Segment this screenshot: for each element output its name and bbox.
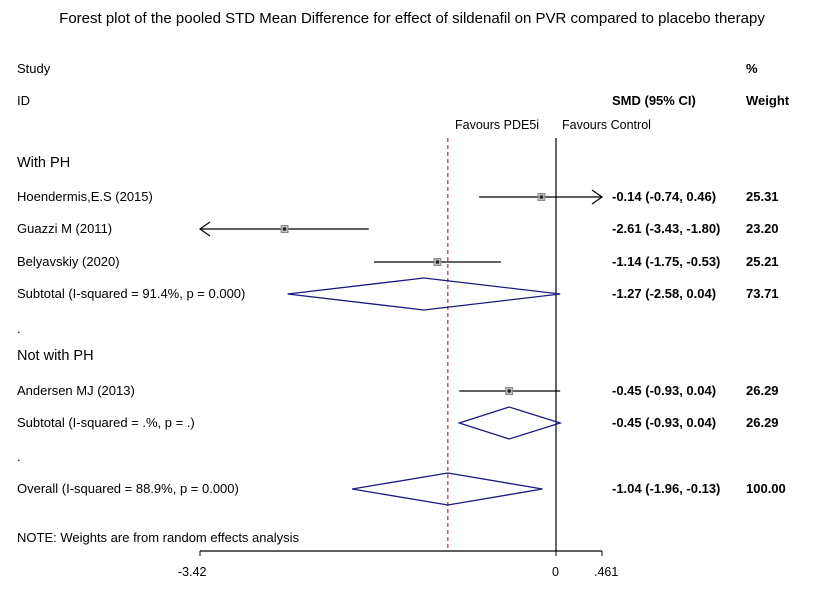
weights-note: NOTE: Weights are from random effects an… bbox=[17, 530, 300, 545]
effect-ci-text: -0.45 (-0.93, 0.04) bbox=[612, 383, 717, 398]
favours-right-label: Favours Control bbox=[562, 118, 651, 132]
ci-arrow-right bbox=[591, 189, 604, 205]
study-label: Hoendermis,E.S (2015) bbox=[17, 189, 153, 204]
spacer-dot: . bbox=[17, 321, 21, 336]
point-estimate bbox=[507, 389, 512, 393]
effect-ci-text: -2.61 (-3.43, -1.80) bbox=[612, 221, 721, 236]
subtotal-label: Subtotal (I-squared = .%, p = .) bbox=[17, 415, 195, 430]
group-label: With PH bbox=[17, 155, 71, 171]
weight-value: 100.00 bbox=[746, 481, 786, 496]
chart-title: Forest plot of the pooled STD Mean Diffe… bbox=[59, 10, 765, 27]
point-estimate bbox=[435, 260, 440, 264]
spacer-dot: . bbox=[17, 449, 21, 464]
subtotal-diamond bbox=[457, 406, 563, 440]
id-header: ID bbox=[17, 93, 30, 108]
x-tick-label: -3.42 bbox=[178, 565, 207, 579]
weight-value: 26.29 bbox=[746, 383, 779, 398]
weight-percent-header: % bbox=[746, 61, 758, 76]
effect-ci-text: -0.45 (-0.93, 0.04) bbox=[612, 415, 717, 430]
weight-value: 23.20 bbox=[746, 221, 779, 236]
effect-ci-text: -1.27 (-2.58, 0.04) bbox=[612, 286, 717, 301]
study-label: Andersen MJ (2013) bbox=[17, 383, 135, 398]
weight-header: Weight bbox=[746, 93, 790, 108]
study-label: Guazzi M (2011) bbox=[17, 221, 113, 236]
x-tick-label: .461 bbox=[594, 565, 619, 579]
study-header: Study bbox=[17, 61, 51, 76]
effect-ci-text: -0.14 (-0.74, 0.46) bbox=[612, 189, 717, 204]
subtotal-diamond bbox=[287, 277, 561, 311]
weight-value: 26.29 bbox=[746, 415, 779, 430]
point-estimate bbox=[539, 195, 544, 199]
subtotal-label: Subtotal (I-squared = 91.4%, p = 0.000) bbox=[17, 286, 246, 301]
overall-diamond bbox=[352, 472, 543, 506]
overall-label: Overall (I-squared = 88.9%, p = 0.000) bbox=[17, 481, 239, 496]
point-estimate bbox=[282, 227, 287, 231]
favours-left-label: Favours PDE5i bbox=[455, 118, 540, 132]
study-label: Belyavskiy (2020) bbox=[17, 254, 120, 269]
smd-header: SMD (95% CI) bbox=[612, 93, 696, 108]
group-label: Not with PH bbox=[17, 348, 94, 364]
x-tick-label: 0 bbox=[552, 565, 559, 579]
ci-arrow-left bbox=[198, 221, 211, 237]
effect-ci-text: -1.14 (-1.75, -0.53) bbox=[612, 254, 721, 269]
weight-value: 73.71 bbox=[746, 286, 779, 301]
effect-ci-text: -1.04 (-1.96, -0.13) bbox=[612, 481, 721, 496]
weight-value: 25.31 bbox=[746, 189, 779, 204]
weight-value: 25.21 bbox=[746, 254, 779, 269]
